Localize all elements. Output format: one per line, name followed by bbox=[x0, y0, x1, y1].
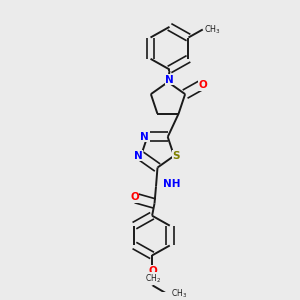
Text: O: O bbox=[148, 266, 157, 276]
Text: O: O bbox=[199, 80, 208, 90]
Text: N: N bbox=[165, 75, 174, 85]
Text: NH: NH bbox=[164, 179, 181, 189]
Text: S: S bbox=[173, 151, 180, 161]
Text: CH$_3$: CH$_3$ bbox=[171, 288, 187, 300]
Text: CH$_3$: CH$_3$ bbox=[204, 23, 221, 36]
Text: O: O bbox=[130, 192, 139, 202]
Text: CH$_2$: CH$_2$ bbox=[145, 272, 161, 285]
Text: N: N bbox=[134, 151, 143, 161]
Text: N: N bbox=[140, 132, 149, 142]
